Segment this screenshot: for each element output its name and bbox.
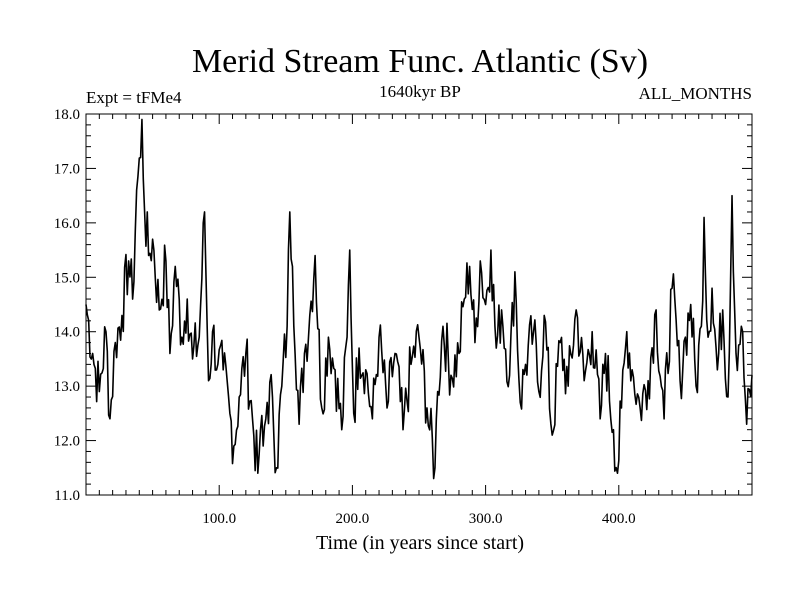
series-line (85, 118, 753, 480)
y-tick-label: 15.0 (54, 270, 80, 286)
season-label: ALL_MONTHS (639, 84, 752, 103)
period-label: 1640kyr BP (379, 82, 461, 101)
y-tick-label: 18.0 (54, 107, 80, 123)
experiment-label: Expt = tFMe4 (86, 88, 182, 107)
x-tick-label: 400.0 (602, 511, 636, 527)
y-tick-label: 16.0 (54, 216, 80, 232)
y-tick-label: 12.0 (54, 434, 80, 450)
axis-ticks (86, 114, 752, 495)
y-tick-label: 13.0 (54, 379, 80, 395)
y-tick-label: 14.0 (54, 325, 80, 341)
plot-frame (85, 113, 753, 496)
y-tick-label: 11.0 (54, 488, 80, 504)
x-axis-label: Time (in years since start) (316, 532, 524, 554)
x-tick-label: 200.0 (336, 511, 370, 527)
chart-title: Merid Stream Func. Atlantic (Sv) (192, 43, 648, 80)
x-tick-label: 100.0 (202, 511, 236, 527)
axis-tick-labels: 100.0 200.0 300.0 400.0 11.0 12.0 13.0 14.0 15.0… (54, 107, 636, 527)
y-tick-label: 17.0 (54, 161, 80, 177)
x-tick-label: 300.0 (469, 511, 503, 527)
